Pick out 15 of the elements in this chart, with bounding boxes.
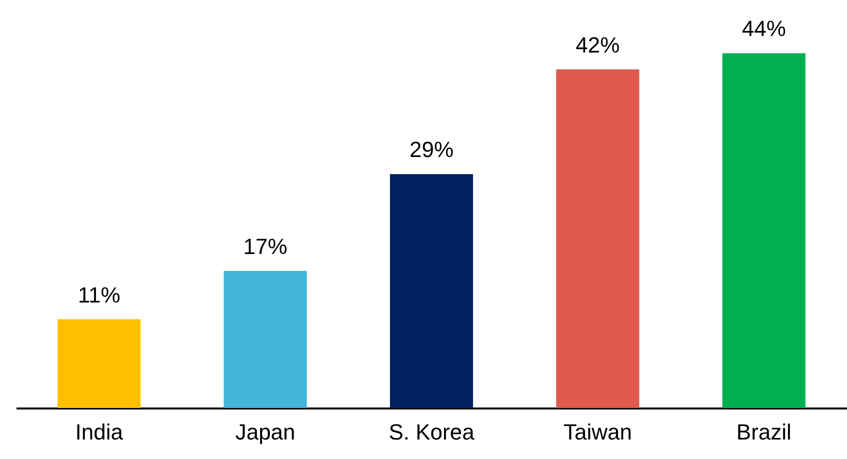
data-label: 17% (243, 234, 288, 259)
bar (556, 69, 640, 408)
bar (722, 53, 806, 408)
data-label: 29% (409, 137, 454, 162)
x-tick-label: S. Korea (388, 420, 476, 444)
data-label: 44% (742, 16, 786, 42)
data-label: 11% (78, 282, 120, 308)
bar (390, 174, 474, 408)
data-label: 42% (576, 32, 620, 58)
bar (58, 319, 141, 408)
x-tick-label: Japan (235, 420, 296, 444)
bar (224, 270, 307, 408)
x-tick-label: Brazil (736, 420, 792, 444)
x-tick-label: Taiwan (563, 420, 632, 444)
x-tick-label: India (75, 420, 124, 444)
